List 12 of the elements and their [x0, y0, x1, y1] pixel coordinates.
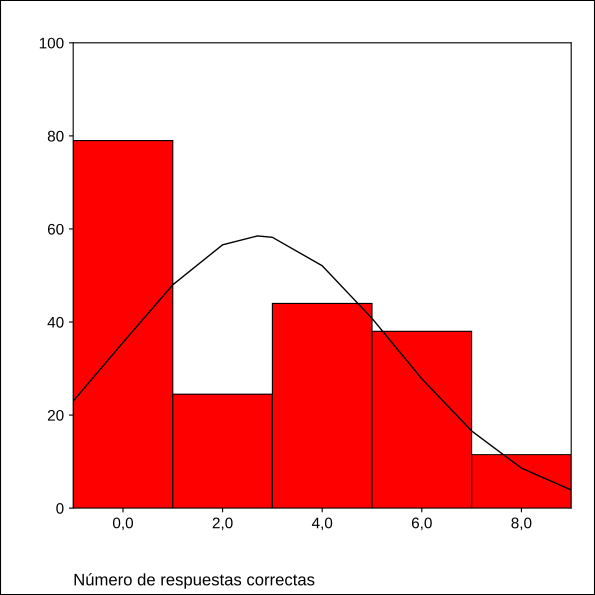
y-tick-label: 80 — [48, 130, 64, 142]
y-tick-label: 60 — [48, 224, 64, 235]
y-tick-label: 20 — [48, 410, 64, 421]
y-tick-label: 0 — [56, 503, 64, 514]
x-tick-label: 0,0 — [112, 518, 134, 530]
y-tick-label: 100 — [40, 38, 64, 49]
y-tick-label: 40 — [48, 316, 64, 328]
x-tick-label: 6,0 — [412, 518, 432, 530]
x-tick-label: 8,0 — [511, 518, 532, 530]
x-axis-title: Número de respuestas correctas — [74, 573, 314, 589]
x-tick-label: 4,0 — [312, 518, 332, 530]
x-tick-label: 2,0 — [212, 518, 233, 530]
